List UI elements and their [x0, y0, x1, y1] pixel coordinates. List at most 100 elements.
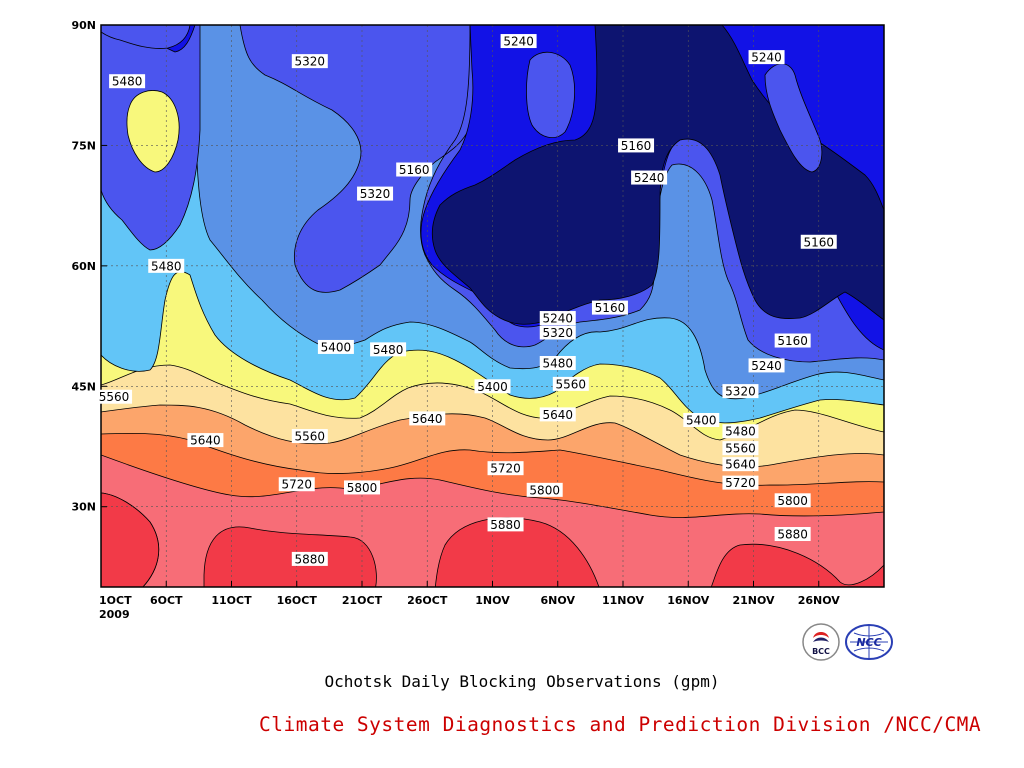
contour-label: 5560: [725, 442, 756, 456]
contour-label: 5640: [412, 412, 443, 426]
svg-text:NCC: NCC: [856, 636, 881, 649]
contour-label: 5480: [112, 75, 143, 89]
contour-label-box: [487, 461, 524, 476]
contour-label-box: [722, 457, 759, 472]
contour-labels: 5480532052405240516053205160524051605480…: [96, 34, 837, 566]
contour-label-box: [722, 475, 759, 490]
contour-label: 5480: [373, 343, 404, 357]
contour-label: 5880: [295, 552, 326, 566]
y-axis: 30N 45N 60N 75N 90N: [71, 19, 107, 514]
contour-label: 5720: [490, 462, 521, 476]
island-5240-north: [526, 51, 575, 139]
contour-label-box: [722, 384, 759, 399]
contour-label: 5400: [321, 340, 352, 354]
contour-label-box: [409, 411, 446, 426]
contour-label-box: [370, 342, 407, 357]
contour-label-box: [487, 517, 524, 532]
x-tick-label: 26NOV: [798, 594, 841, 607]
contour-label-box: [748, 50, 785, 65]
contour-label: 5560: [556, 377, 587, 391]
contour-label-box: [396, 162, 433, 177]
contour-label: 5640: [190, 434, 221, 448]
contour-label-box: [500, 34, 537, 49]
contour-label-box: [591, 300, 628, 315]
y-tick-label: 30N: [71, 501, 96, 514]
x-tick-label: 16OCT: [277, 594, 318, 607]
x-axis: 1OCT 6OCT 11OCT 16OCT 21OCT 26OCT 1NOV 6NOV 11NO…: [99, 581, 840, 607]
contour-label: 5640: [725, 458, 756, 472]
contour-label-box: [722, 424, 759, 439]
contour-label-box: [774, 527, 811, 542]
y-tick-label: 90N: [71, 19, 96, 32]
contour-label: 5160: [803, 235, 834, 249]
ncc-logo: NCC: [844, 622, 894, 662]
contour-label: 5480: [725, 425, 756, 439]
x-tick-label: 26OCT: [407, 594, 448, 607]
contour-label: 5880: [490, 518, 521, 532]
x-tick-label: 21NOV: [732, 594, 775, 607]
x-tick-label: 6OCT: [150, 594, 183, 607]
y-tick-label: 45N: [71, 380, 96, 393]
contour-label-box: [539, 407, 576, 422]
contour-label-box: [291, 429, 328, 444]
contour-label: 5720: [281, 478, 312, 492]
contour-label-box: [474, 379, 511, 394]
x-tick-label: 21OCT: [342, 594, 383, 607]
contour-label-box: [631, 170, 668, 185]
x-axis-year-label: 2009: [99, 608, 130, 621]
contour-label: 5800: [529, 483, 560, 497]
contour-label-box: [148, 258, 185, 273]
contour-label: 5800: [777, 494, 808, 508]
x-tick-label: 1OCT: [99, 594, 132, 607]
contour-label: 5160: [399, 163, 430, 177]
contour-label: 5240: [751, 51, 782, 65]
chart-caption: Ochotsk Daily Blocking Observations (gpm…: [324, 672, 720, 691]
island-5240-ne: [764, 63, 823, 173]
contour-label: 5240: [634, 171, 665, 185]
contour-label-box: [722, 441, 759, 456]
contour-label-box: [187, 433, 224, 448]
contour-label: 5560: [295, 430, 326, 444]
contour-label: 5560: [99, 390, 130, 404]
contour-label: 5160: [621, 139, 652, 153]
x-tick-label: 11NOV: [602, 594, 645, 607]
contour-label-box: [748, 358, 785, 373]
contour-label: 5640: [542, 408, 573, 422]
y-tick-label: 75N: [71, 139, 96, 152]
contour-label-box: [317, 339, 354, 354]
credit-line: Climate System Diagnostics and Predictio…: [259, 713, 982, 736]
contour-label-box: [291, 551, 328, 566]
contour-label-box: [357, 186, 394, 201]
contour-label-box: [552, 376, 589, 391]
contour-label-box: [278, 477, 315, 492]
contour-label-box: [618, 138, 655, 153]
x-tick-label: 1NOV: [475, 594, 510, 607]
contour-label-box: [539, 311, 576, 326]
contour-label-box: [683, 413, 720, 428]
contour-label-box: [539, 356, 576, 371]
bcc-logo: BCC: [801, 622, 841, 662]
x-tick-label: 11OCT: [211, 594, 252, 607]
contour-label: 5240: [503, 35, 534, 49]
contour-label-box: [539, 325, 576, 340]
contour-label: 5160: [595, 301, 626, 315]
contour-label-box: [344, 480, 380, 495]
contour-label: 5160: [777, 334, 808, 348]
contour-label: 5720: [725, 476, 756, 490]
island-5880-left: [101, 492, 160, 587]
contour-label-box: [96, 389, 133, 404]
grid: [101, 25, 884, 587]
contour-label-box: [800, 234, 837, 249]
svg-text:BCC: BCC: [812, 647, 830, 656]
contour-label: 5320: [542, 326, 573, 340]
y-tick-label: 60N: [71, 260, 96, 273]
contour-label-box: [774, 493, 811, 508]
contour-label: 5240: [542, 312, 573, 326]
contour-label: 5480: [151, 259, 182, 273]
contour-label-box: [291, 54, 328, 69]
contour-label-box: [109, 74, 146, 89]
contour-label: 5400: [477, 380, 508, 394]
x-tick-label: 16NOV: [667, 594, 710, 607]
x-tick-label: 6NOV: [541, 594, 576, 607]
